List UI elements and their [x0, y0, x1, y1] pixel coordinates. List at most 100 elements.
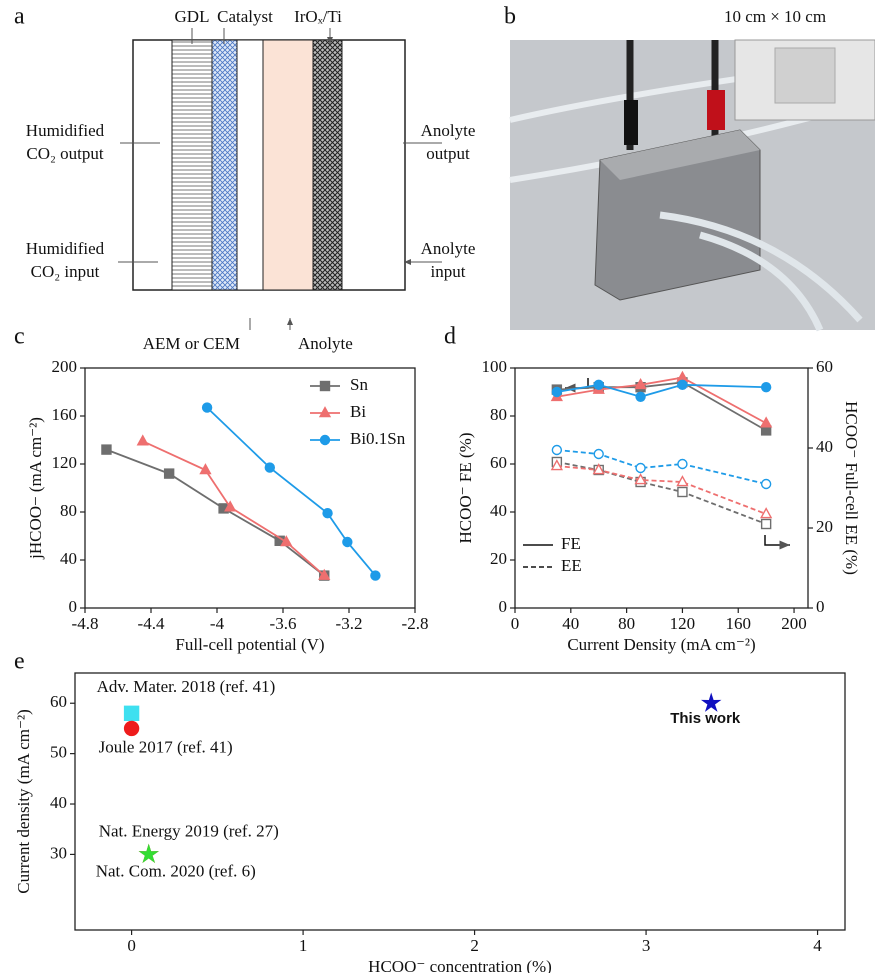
point-label: Nat. Energy 2019 (ref. 27) — [99, 821, 279, 840]
marker — [593, 379, 604, 390]
y2-tick-label: 0 — [816, 597, 825, 616]
x-axis-label: Current Density (mA cm⁻²) — [567, 635, 755, 654]
marker — [634, 377, 647, 390]
marker — [264, 462, 275, 473]
y-tick-label: 80 — [490, 405, 507, 424]
marker — [677, 379, 688, 390]
marker — [760, 416, 773, 428]
marker — [370, 570, 381, 581]
point-label: This work — [670, 710, 741, 727]
diagram-label: GDL — [175, 7, 210, 26]
x-axis-label: Full-cell potential (V) — [175, 635, 324, 654]
marker — [101, 444, 112, 455]
marker — [677, 458, 688, 470]
y-tick-label: 0 — [69, 597, 78, 616]
y-tick-label: 50 — [50, 743, 67, 762]
marker — [123, 720, 140, 737]
marker — [318, 406, 332, 418]
point-label: Nat. Com. 2020 (ref. 6) — [96, 861, 256, 880]
photo-caption: 10 cm × 10 cm — [724, 7, 826, 26]
x-tick-label: 200 — [781, 614, 807, 633]
marker — [550, 459, 563, 471]
panel-label: d — [444, 324, 456, 350]
x-tick-label: -3.2 — [336, 614, 363, 633]
y-tick-label: 100 — [482, 357, 508, 376]
panel-label: e — [14, 649, 25, 675]
diagram-label: Humidified — [26, 121, 105, 140]
diagram-label: Catalyst — [217, 7, 273, 26]
cell-diagram — [118, 28, 442, 330]
x-tick-label: 160 — [725, 614, 751, 633]
x-tick-label: -4.4 — [138, 614, 165, 633]
marker — [123, 705, 140, 722]
marker — [319, 380, 331, 392]
diagram-label: IrOₓ/Ti — [294, 7, 342, 26]
panel-label: a — [14, 4, 25, 30]
y-tick-label: 40 — [490, 501, 507, 520]
diagram-label: Anolyte — [421, 121, 476, 140]
x-axis-label: HCOO⁻ concentration (%) — [368, 957, 552, 973]
diagram-label: output — [426, 144, 470, 163]
marker — [634, 473, 647, 485]
marker — [342, 536, 353, 548]
x-tick-label: 40 — [562, 614, 579, 633]
marker — [318, 568, 331, 580]
y-tick-label: 120 — [52, 453, 78, 472]
plot-frame — [84, 367, 416, 609]
series-line — [556, 449, 767, 485]
marker — [322, 508, 333, 519]
series-line — [556, 461, 767, 525]
x-tick-label: -2.8 — [402, 614, 429, 633]
marker — [199, 463, 212, 475]
photo — [509, 39, 875, 332]
marker — [676, 475, 689, 487]
series-line — [556, 465, 767, 515]
point-label: Joule 2017 (ref. 41) — [99, 737, 233, 756]
marker — [635, 391, 646, 402]
point-label: Adv. Mater. 2018 (ref. 41) — [97, 677, 276, 696]
diagram-label: AEM or CEM — [143, 334, 240, 353]
legend-label: Bi0.1Sn — [350, 429, 406, 448]
marker — [593, 448, 604, 460]
y-axis-label: HCOO⁻ FE (%) — [456, 433, 475, 544]
diagram-label: Anolyte — [421, 239, 476, 258]
x-tick-label: 1 — [299, 936, 308, 955]
y2-axis-label: HCOO⁻ Full-cell EE (%) — [842, 401, 861, 575]
marker — [224, 500, 237, 512]
x-tick-label: -3.6 — [270, 614, 297, 633]
marker — [760, 382, 772, 393]
y2-tick-label: 60 — [816, 357, 833, 376]
series-line — [106, 448, 325, 577]
marker — [551, 444, 563, 456]
x-tick-label: -4.8 — [72, 614, 99, 633]
axis-arrow — [764, 535, 790, 550]
marker — [319, 434, 331, 446]
marker — [677, 486, 688, 498]
y-axis-label: jHCOO− (mA cm⁻²) — [26, 417, 45, 560]
y-tick-label: 30 — [50, 843, 67, 862]
marker — [201, 402, 213, 413]
x-tick-label: 80 — [618, 614, 635, 633]
marker — [551, 386, 563, 398]
marker — [280, 535, 293, 547]
x-tick-label: 3 — [642, 936, 651, 955]
y-tick-label: 60 — [490, 453, 507, 472]
x-tick-label: 4 — [813, 936, 822, 955]
diagram-label: CO₂ input — [31, 262, 100, 281]
legend-label: Bi — [350, 402, 366, 421]
y-axis-label: Current density (mA cm⁻²) — [14, 709, 33, 894]
y-tick-label: 20 — [490, 549, 507, 568]
marker — [136, 434, 149, 446]
y2-tick-label: 40 — [816, 437, 833, 456]
y-tick-label: 80 — [60, 501, 77, 520]
diagram-label: Humidified — [26, 239, 105, 258]
x-tick-label: 0 — [511, 614, 520, 633]
y-tick-label: 200 — [52, 357, 78, 376]
diagram-label: Anolyte — [298, 334, 353, 353]
marker — [138, 843, 159, 864]
marker — [760, 478, 772, 490]
diagram-label: CO₂ output — [26, 144, 104, 163]
diagram-label: input — [431, 262, 466, 281]
legend-label: EE — [561, 556, 582, 575]
